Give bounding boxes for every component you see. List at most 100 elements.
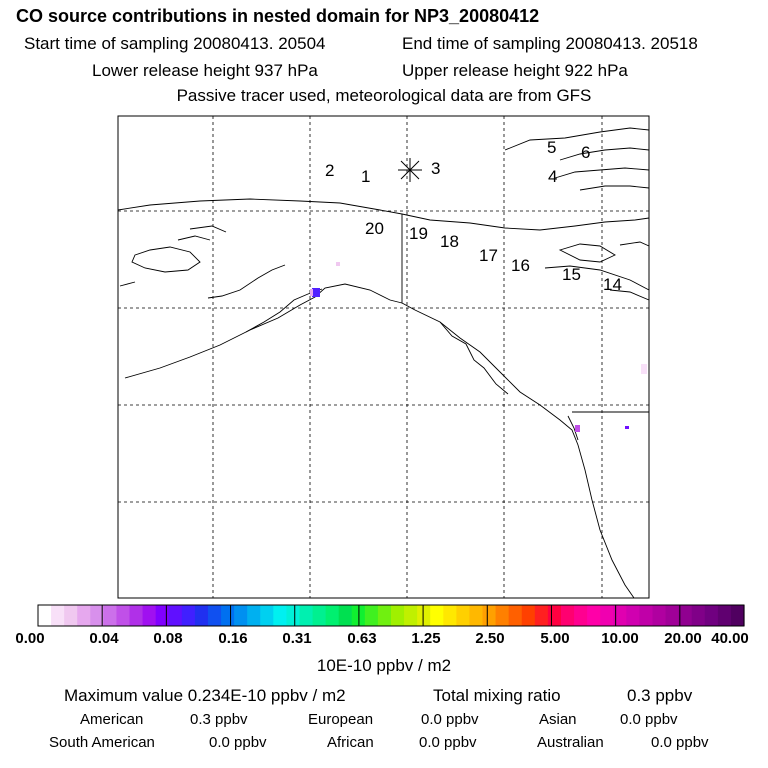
region-name-south-american: South American (49, 734, 155, 751)
colorbar-tick: 0.04 (89, 630, 119, 647)
region-name-american: American (80, 711, 144, 728)
colorbar-cell (168, 605, 183, 626)
region-value-south-american: 0.0 ppbv (209, 734, 267, 751)
colorbar-cell (469, 605, 484, 626)
colorbar-cell (404, 605, 418, 626)
colorbar-cell (717, 605, 732, 626)
colorbar-tick: 10.00 (601, 630, 639, 647)
point-label: 18 (440, 232, 459, 251)
colorbar-tick: 0.63 (347, 630, 377, 647)
coastlines (117, 127, 650, 599)
point-label: 16 (511, 256, 530, 275)
point-label: 6 (581, 143, 590, 162)
colorbar (38, 605, 745, 626)
map-frame (117, 115, 650, 599)
region-value-african: 0.0 ppbv (419, 734, 477, 751)
colorbar-cell (665, 605, 680, 626)
upper-release-height: Upper release height 922 hPa (402, 61, 628, 80)
colorbar-cell (273, 605, 287, 626)
colorbar-cell (652, 605, 667, 626)
colorbar-cell (299, 605, 314, 626)
colorbar-cell (430, 605, 444, 626)
colorbar-units: 10E-10 ppbv / m2 (316, 656, 452, 675)
contribution-pixels (310, 262, 647, 432)
point-label: 5 (547, 138, 556, 157)
colorbar-cell (456, 605, 471, 626)
colorbar-cell (234, 605, 248, 626)
colorbar-cell (417, 605, 431, 626)
colorbar-cell (207, 605, 222, 626)
map-title: CO source contributions in nested domain… (16, 6, 540, 26)
colorbar-cell (704, 605, 719, 626)
colorbar-cell (64, 605, 78, 626)
colorbar-dividers (101, 605, 681, 626)
colorbar-cell (560, 605, 575, 626)
colorbar-cell (142, 605, 157, 626)
colorbar-cell (260, 605, 274, 626)
contribution-pixel (575, 425, 580, 432)
point-label: 19 (409, 224, 428, 243)
colorbar-cell (574, 605, 588, 626)
colorbar-cell (521, 605, 536, 626)
end-time: End time of sampling 20080413. 20518 (402, 34, 698, 53)
region-name-asian: Asian (539, 711, 577, 728)
region-name-african: African (327, 734, 374, 751)
colorbar-cell (364, 605, 379, 626)
colorbar-cell (600, 605, 614, 626)
colorbar-cell (51, 605, 65, 626)
colorbar-cell (391, 605, 405, 626)
region-value-asian: 0.0 ppbv (620, 711, 678, 728)
colorbar-cell (181, 605, 196, 626)
colorbar-tick: 20.00 (664, 630, 702, 647)
point-label: 17 (479, 246, 498, 265)
colorbar-cell (443, 605, 457, 626)
colorbar-cell (103, 605, 118, 626)
colorbar-cell (691, 605, 706, 626)
colorbar-tick: 0.08 (153, 630, 183, 647)
colorbar-cell (312, 605, 327, 626)
colorbar-cell (129, 605, 144, 626)
colorbar-tick: 2.50 (475, 630, 505, 647)
total-mixing-label: Total mixing ratio (433, 686, 561, 705)
region-name-australian: Australian (537, 734, 604, 751)
colorbar-cell (377, 605, 392, 626)
colorbar-cell (286, 605, 301, 626)
point-labels: 1 2 3 4 5 6 14 15 16 17 18 19 20 (325, 138, 622, 294)
colorbar-cell (247, 605, 261, 626)
start-time: Start time of sampling 20080413. 20504 (24, 34, 326, 53)
tracer-note: Passive tracer used, meteorological data… (176, 86, 592, 105)
point-label: 4 (548, 167, 557, 186)
colorbar-tick: 40.00 (711, 630, 749, 647)
colorbar-cell (639, 605, 654, 626)
colorbar-cell (194, 605, 209, 626)
region-value-australian: 0.0 ppbv (651, 734, 709, 751)
colorbar-cell (221, 605, 235, 626)
total-mixing-value: 0.3 ppbv (627, 686, 693, 705)
colorbar-cell (495, 605, 510, 626)
colorbar-cell (155, 605, 170, 626)
colorbar-cell (678, 605, 693, 626)
asterisk-marker (398, 158, 422, 182)
colorbar-cell (508, 605, 523, 626)
colorbar-cell (116, 605, 131, 626)
lower-release-height: Lower release height 937 hPa (92, 61, 318, 80)
region-name-european: European (308, 711, 374, 728)
colorbar-cell (534, 605, 549, 626)
region-value-european: 0.0 ppbv (421, 711, 479, 728)
contribution-pixel (336, 262, 340, 266)
colorbar-cell (90, 605, 104, 626)
contribution-pixel (310, 289, 313, 296)
point-label: 14 (603, 275, 622, 294)
colorbar-tick: 0.00 (15, 630, 45, 647)
colorbar-cell (613, 605, 627, 626)
contribution-pixel (625, 426, 629, 429)
point-label: 15 (562, 265, 581, 284)
colorbar-tick: 5.00 (540, 630, 570, 647)
point-label: 20 (365, 219, 384, 238)
contribution-pixel (312, 288, 320, 297)
colorbar-cell (547, 605, 562, 626)
colorbar-tick: 0.16 (218, 630, 248, 647)
colorbar-cell (587, 605, 601, 626)
point-label: 1 (361, 167, 370, 186)
